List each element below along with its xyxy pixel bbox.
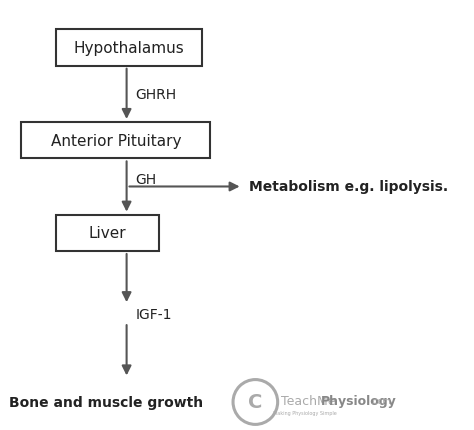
Text: Making Physiology Simple: Making Physiology Simple bbox=[273, 410, 337, 415]
Text: IGF-1: IGF-1 bbox=[135, 308, 172, 322]
Text: Liver: Liver bbox=[89, 226, 126, 241]
Text: GH: GH bbox=[135, 173, 156, 187]
Text: Metabolism e.g. lipolysis.: Metabolism e.g. lipolysis. bbox=[249, 180, 448, 194]
Text: Anterior Pituitary: Anterior Pituitary bbox=[51, 133, 181, 148]
FancyBboxPatch shape bbox=[56, 215, 159, 252]
Text: Bone and muscle growth: Bone and muscle growth bbox=[9, 395, 203, 409]
Text: C: C bbox=[248, 393, 263, 412]
Text: Hypothalamus: Hypothalamus bbox=[73, 41, 184, 56]
FancyBboxPatch shape bbox=[56, 30, 202, 67]
Text: Physiology: Physiology bbox=[321, 394, 397, 407]
Text: TeachMe: TeachMe bbox=[281, 394, 336, 407]
FancyBboxPatch shape bbox=[21, 123, 210, 159]
Text: GHRH: GHRH bbox=[135, 88, 176, 101]
Text: .com: .com bbox=[370, 396, 391, 405]
